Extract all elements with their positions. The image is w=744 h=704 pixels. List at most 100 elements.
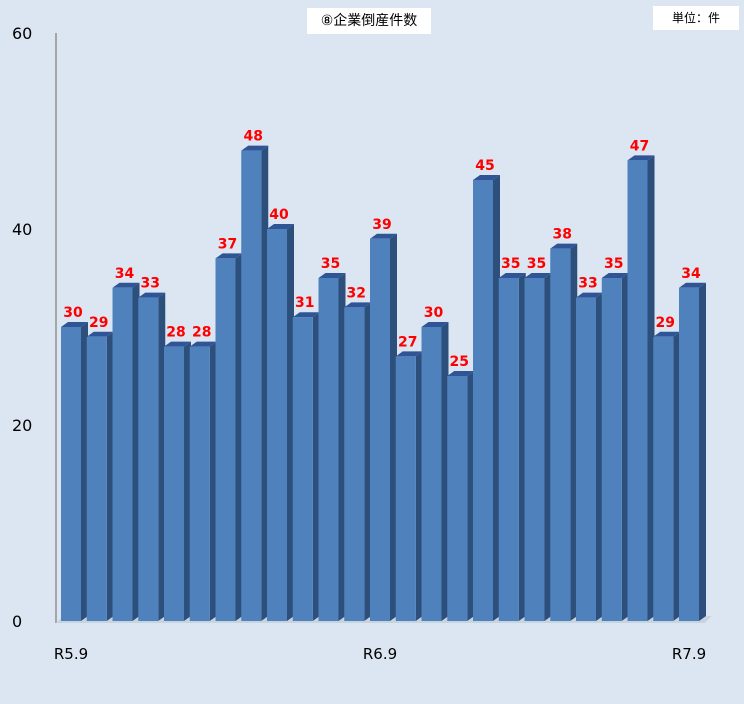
y-tick-label: 60 (12, 24, 32, 43)
bar (344, 307, 365, 621)
bar-side (261, 145, 269, 621)
bar-top (164, 341, 191, 347)
bar-side (312, 312, 320, 621)
bar (601, 278, 622, 621)
data-label: 34 (115, 266, 135, 282)
data-label: 35 (321, 256, 340, 272)
data-label: 29 (89, 315, 108, 331)
bar (189, 346, 210, 621)
bar-side (184, 341, 191, 621)
x-tick-label: R7.9 (672, 645, 706, 663)
bar-side (570, 243, 578, 621)
bar-top (112, 282, 140, 288)
data-label: 35 (501, 256, 520, 272)
bar (627, 160, 648, 621)
bar-top (395, 351, 423, 357)
bar-top (498, 273, 526, 278)
data-label: 25 (450, 354, 469, 370)
bar (112, 287, 133, 621)
bar-top (189, 341, 217, 347)
bar (86, 336, 107, 621)
bar-side (467, 371, 475, 621)
bar-side (209, 341, 217, 621)
bar (164, 346, 184, 621)
bar (576, 297, 596, 621)
bar (370, 238, 390, 622)
data-label: 30 (424, 305, 444, 321)
bar-side (158, 292, 166, 621)
y-tick-label: 40 (12, 220, 32, 239)
bar (318, 278, 339, 621)
bar-side (415, 351, 423, 621)
bar (550, 248, 571, 621)
data-label: 39 (372, 217, 391, 233)
bar-top (318, 273, 346, 278)
bar-side (493, 175, 500, 621)
data-label: 34 (681, 266, 701, 282)
data-label: 28 (166, 325, 185, 341)
data-label: 28 (192, 325, 211, 341)
bar-side (287, 224, 294, 621)
unit-label: 単位：件 (653, 6, 739, 30)
bar-top (215, 253, 243, 259)
data-label: 47 (630, 138, 649, 154)
bar (473, 180, 493, 621)
bar-top (473, 175, 500, 180)
data-label: 35 (604, 256, 623, 272)
bar-top (241, 145, 269, 151)
bar (61, 327, 81, 621)
data-label: 38 (553, 227, 572, 243)
bar (653, 336, 674, 621)
bar-side (673, 331, 681, 621)
bar (679, 287, 699, 621)
bar-top (524, 273, 552, 278)
bar-top (292, 312, 320, 318)
data-label: 33 (141, 276, 160, 292)
data-label: 30 (63, 305, 83, 321)
bar (421, 327, 442, 621)
bar-top (576, 292, 603, 298)
bar (241, 150, 262, 621)
bar (292, 317, 313, 621)
data-label: 27 (398, 334, 417, 350)
bar-top (601, 273, 629, 278)
bar-side (518, 273, 526, 621)
bar-side (699, 282, 706, 621)
x-tick-label: R5.9 (54, 645, 88, 663)
data-label: 37 (218, 236, 237, 252)
bar-side (621, 273, 629, 621)
bar (498, 278, 519, 621)
y-tick-label: 0 (12, 612, 22, 631)
bar-side (441, 322, 449, 621)
bar-top (267, 224, 294, 229)
bar-top (627, 155, 655, 161)
data-label: 33 (578, 276, 597, 292)
bar-side (106, 331, 114, 621)
bar (215, 258, 236, 621)
bar-top (653, 331, 681, 337)
bar-top (370, 233, 397, 239)
bar-side (81, 322, 88, 621)
bar-side (235, 253, 243, 621)
bar (395, 356, 416, 621)
bar-top (447, 371, 475, 376)
data-label: 31 (295, 295, 314, 311)
data-label: 40 (269, 207, 289, 223)
bar (447, 376, 468, 621)
data-label: 29 (656, 315, 675, 331)
bar-side (338, 273, 346, 621)
bar-top (86, 331, 114, 337)
data-label: 48 (244, 129, 263, 145)
bar-top (421, 322, 449, 327)
bar (267, 229, 287, 621)
bar-side (647, 155, 655, 621)
data-label: 35 (527, 256, 546, 272)
bar-side (364, 302, 372, 621)
bar-side (544, 273, 552, 621)
bar (138, 297, 159, 621)
bar-top (138, 292, 166, 298)
bar (524, 278, 545, 621)
y-tick-label: 20 (12, 416, 32, 435)
